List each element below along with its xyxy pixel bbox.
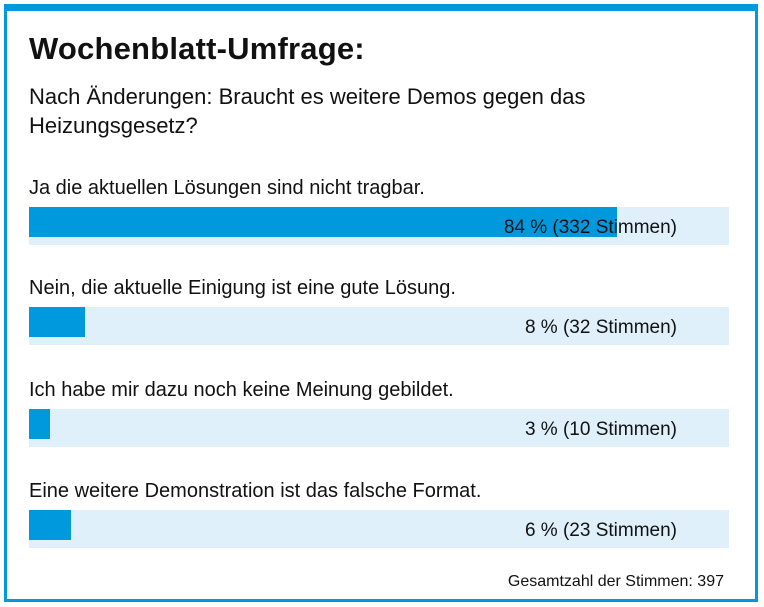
result-value-label: 3 % (10 Stimmen)	[524, 419, 677, 440]
poll-question: Nach Änderungen: Braucht es weitere Demo…	[29, 84, 586, 138]
result-bar-track: 3 % (10 Stimmen)	[29, 409, 729, 447]
result-bar-track: 8 % (32 Stimmen)	[29, 307, 729, 345]
result-bar-fill	[29, 207, 617, 237]
result-bar-fill	[29, 307, 85, 337]
result-value-label: 84 % (332 Stimmen)	[503, 217, 677, 238]
poll-title: Wochenblatt-Umfrage:	[29, 31, 365, 66]
option-label: Ja die aktuellen Lösungen sind nicht tra…	[29, 177, 425, 199]
total-votes: Gesamtzahl der Stimmen: 397	[507, 573, 724, 590]
result-bar-track: 84 % (332 Stimmen)	[29, 207, 729, 245]
result-bar-fill	[29, 510, 71, 540]
option-label: Nein, die aktuelle Einigung ist eine gut…	[29, 277, 456, 299]
poll-widget: Wochenblatt-Umfrage: Nach Änderungen: Br…	[4, 4, 758, 602]
option-label: Eine weitere Demonstration ist das falsc…	[29, 480, 482, 502]
option-label: Ich habe mir dazu noch keine Meinung geb…	[29, 379, 454, 401]
result-value-label: 8 % (32 Stimmen)	[524, 317, 677, 338]
result-bar-fill	[29, 409, 50, 439]
result-value-label: 6 % (23 Stimmen)	[524, 520, 677, 541]
result-bar-track: 6 % (23 Stimmen)	[29, 510, 729, 548]
